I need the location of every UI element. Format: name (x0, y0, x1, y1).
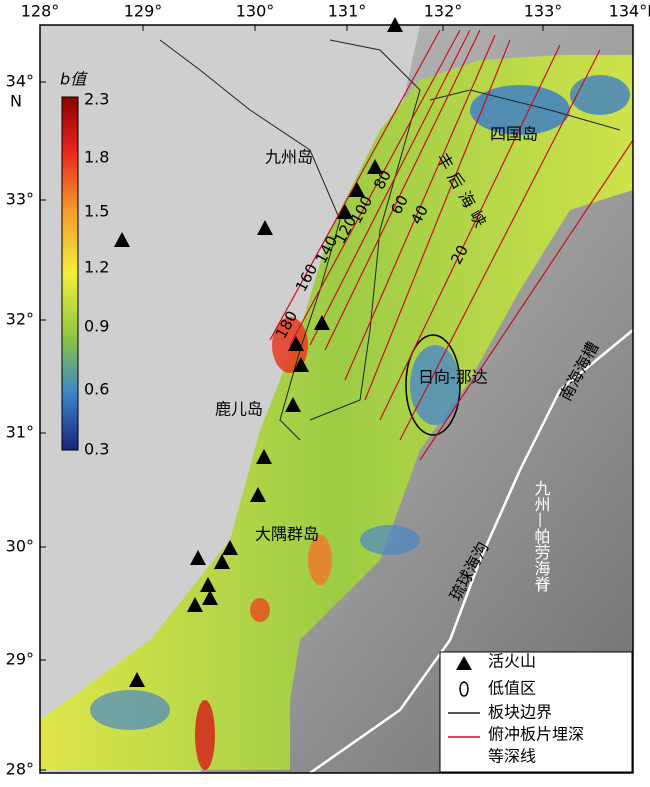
colorbar (61, 96, 79, 451)
legend-label: 等深线 (488, 747, 536, 766)
lat-label: 34° (6, 72, 34, 91)
volcano (285, 397, 301, 412)
volcano (387, 17, 403, 32)
colorbar-tick-label: 0.6 (84, 380, 109, 399)
place-label: 大隅群岛 (255, 525, 319, 544)
colorbar-tick-label: 1.5 (84, 202, 109, 221)
volcano (129, 672, 145, 687)
colorbar-title: b值 (60, 70, 88, 89)
volcano (114, 232, 130, 247)
volcano (367, 159, 383, 174)
place-label: 九州岛 (265, 148, 313, 167)
basemap (40, 25, 634, 775)
volcano (202, 590, 218, 605)
place-label: 日向-那达 (418, 368, 488, 387)
map-frame (39, 24, 634, 774)
lon-label: 131° (328, 2, 367, 21)
colorbar-tick-label: 1.8 (84, 148, 109, 167)
place-label: 鹿儿岛 (215, 400, 263, 419)
lat-label: 29° (6, 650, 34, 669)
lon-label: 132° (424, 2, 463, 21)
volcano (288, 336, 304, 351)
lat-label: 32° (6, 310, 34, 329)
place-label: 九州—帕劳海脊 (532, 480, 551, 593)
lon-label: 133° (524, 2, 563, 21)
volcano (349, 182, 365, 197)
lon-label: 134°E (609, 2, 650, 21)
volcano (200, 577, 216, 592)
lat-label: 33° (6, 190, 34, 209)
lon-label: 130° (236, 2, 275, 21)
volcano (190, 550, 206, 565)
colorbar-tick-label: 2.3 (84, 90, 109, 109)
lat-label: 31° (6, 423, 34, 442)
volcano (257, 220, 273, 235)
volcano (214, 554, 230, 569)
lon-label: 128° (21, 2, 60, 21)
legend-label: 俯冲板片埋深 (488, 725, 584, 744)
colorbar-tick-label: 0.3 (84, 440, 109, 459)
lon-label: 129° (124, 2, 163, 21)
lat-unit: N (10, 92, 22, 111)
lat-label: 30° (6, 537, 34, 556)
colorbar-tick-label: 1.2 (84, 258, 109, 277)
volcano (222, 540, 238, 555)
volcano (187, 597, 203, 612)
legend-label: 板块边界 (488, 703, 552, 722)
legend-label: 活火山 (488, 652, 536, 671)
volcano (314, 315, 330, 330)
place-label: 四国岛 (490, 125, 538, 144)
volcano (337, 204, 353, 219)
legend-label: 低值区 (488, 679, 536, 698)
volcano (293, 357, 309, 372)
volcano (256, 449, 272, 464)
colorbar-tick-label: 0.9 (84, 317, 109, 336)
legend (439, 651, 633, 773)
lat-label: 28° (6, 760, 34, 779)
volcano (250, 487, 266, 502)
